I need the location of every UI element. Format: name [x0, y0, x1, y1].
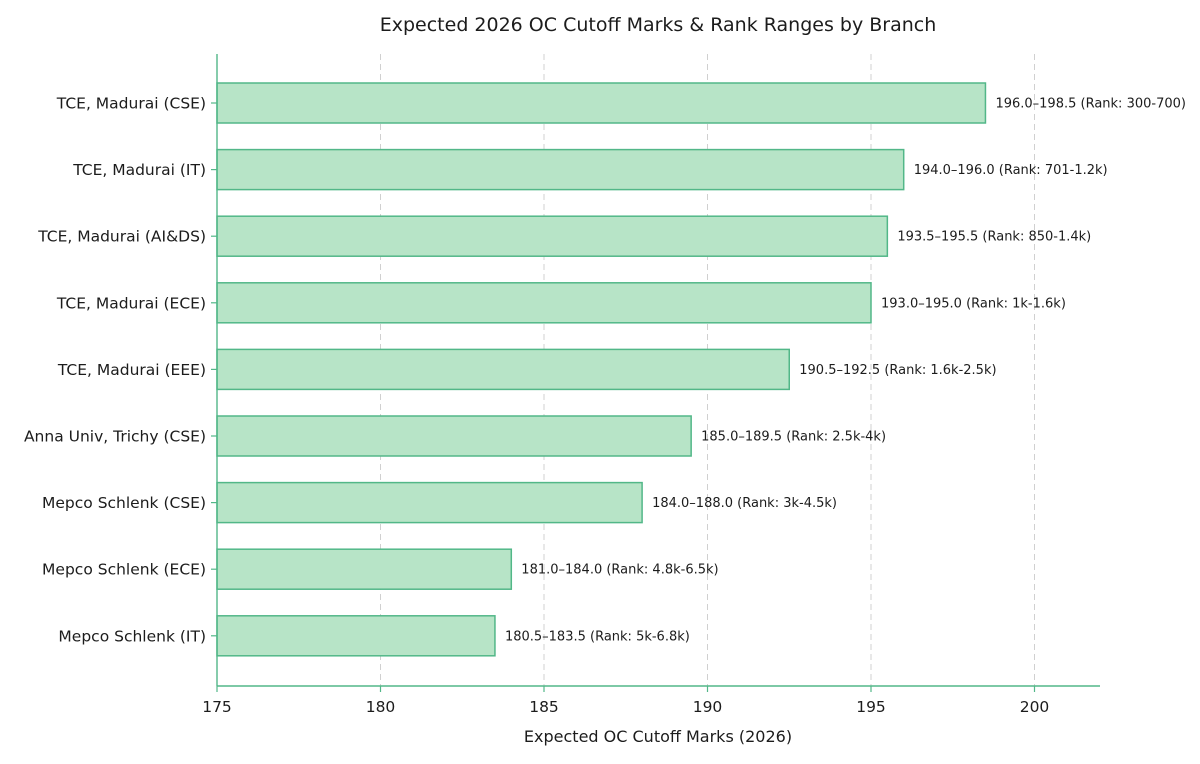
chart-title: Expected 2026 OC Cutoff Marks & Rank Ran…: [380, 14, 937, 36]
data-label: 190.5–192.5 (Rank: 1.6k-2.5k): [799, 363, 996, 378]
category-label: Anna Univ, Trichy (CSE): [24, 428, 206, 446]
category-label: TCE, Madurai (AI&DS): [37, 228, 206, 246]
category-label: TCE, Madurai (IT): [72, 161, 206, 179]
x-tick-label: 190: [693, 698, 723, 716]
data-label: 184.0–188.0 (Rank: 3k-4.5k): [652, 496, 837, 511]
bar: [216, 348, 790, 391]
data-label: 193.5–195.5 (Rank: 850-1.4k): [897, 230, 1091, 245]
axes: [211, 54, 1100, 692]
data-label: 193.0–195.0 (Rank: 1k-1.6k): [881, 296, 1066, 311]
x-axis-title: Expected OC Cutoff Marks (2026): [524, 727, 792, 746]
category-label: Mepco Schlenk (ECE): [42, 561, 206, 579]
data-label: 185.0–189.5 (Rank: 2.5k-4k): [701, 430, 886, 445]
x-tick-label: 175: [202, 698, 232, 716]
bar: [216, 82, 987, 124]
bars: [216, 82, 987, 657]
data-label: 181.0–184.0 (Rank: 4.8k-6.5k): [521, 563, 718, 578]
category-label: TCE, Madurai (EEE): [57, 361, 206, 379]
bar: [216, 415, 692, 457]
bar: [216, 481, 643, 524]
x-tick-label: 195: [856, 698, 886, 716]
data-label: 194.0–196.0 (Rank: 701-1.2k): [914, 163, 1108, 178]
category-label: Mepco Schlenk (CSE): [42, 494, 206, 512]
category-label: TCE, Madurai (ECE): [56, 294, 206, 312]
bar: [216, 148, 905, 191]
data-label: 196.0–198.5 (Rank: 300-700): [995, 97, 1186, 112]
x-tick-label: 180: [366, 698, 396, 716]
category-label: TCE, Madurai (CSE): [56, 95, 206, 113]
category-label: Mepco Schlenk (IT): [58, 627, 206, 645]
labels: 175 180 185 190 195 200 TCE, Madurai (CSE) 196.…: [24, 95, 1186, 717]
x-tick-label: 200: [1020, 698, 1050, 716]
bar: [216, 615, 496, 657]
bar: [216, 215, 889, 257]
bar: [216, 282, 872, 324]
data-label: 180.5–183.5 (Rank: 5k-6.8k): [505, 629, 690, 644]
x-tick-label: 185: [529, 698, 559, 716]
bar: [216, 548, 513, 590]
